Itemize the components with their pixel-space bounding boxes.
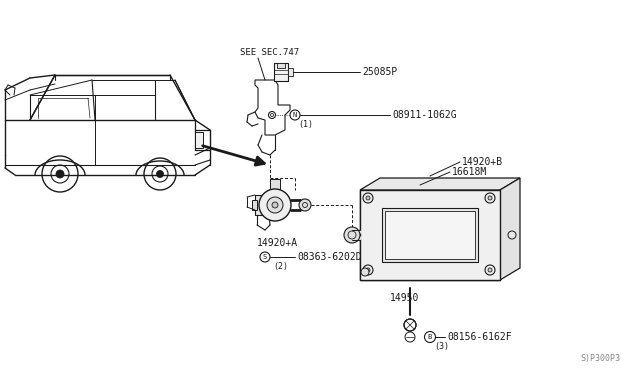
Bar <box>274 63 288 81</box>
Text: 14920+A: 14920+A <box>257 238 298 248</box>
Circle shape <box>361 268 369 276</box>
Text: 14920+B: 14920+B <box>462 157 503 167</box>
Circle shape <box>366 196 370 200</box>
Text: (1): (1) <box>298 119 313 128</box>
Text: N: N <box>293 112 297 118</box>
Bar <box>382 208 478 262</box>
Text: 08363-6202D: 08363-6202D <box>297 252 362 262</box>
Bar <box>270 179 280 189</box>
Bar <box>360 190 500 280</box>
Circle shape <box>488 268 492 272</box>
Circle shape <box>56 170 64 178</box>
Circle shape <box>157 170 163 177</box>
Bar <box>360 190 500 280</box>
Text: SEE SEC.747: SEE SEC.747 <box>240 48 299 57</box>
Bar <box>277 63 285 68</box>
Circle shape <box>424 331 435 343</box>
Circle shape <box>488 196 492 200</box>
Text: 25085P: 25085P <box>362 67 397 77</box>
Bar <box>195 132 203 148</box>
Bar <box>288 68 293 76</box>
Bar <box>385 211 475 259</box>
Circle shape <box>344 227 360 243</box>
Bar <box>255 195 269 215</box>
Polygon shape <box>360 178 520 190</box>
Text: S)P300P3: S)P300P3 <box>580 353 620 362</box>
Text: S: S <box>263 254 267 260</box>
Circle shape <box>259 189 291 221</box>
Text: 08156-6162F: 08156-6162F <box>447 332 511 342</box>
Circle shape <box>267 197 283 213</box>
Text: (2): (2) <box>273 262 288 270</box>
Bar <box>252 200 257 210</box>
Circle shape <box>290 110 300 120</box>
Circle shape <box>366 268 370 272</box>
Circle shape <box>405 332 415 342</box>
Circle shape <box>299 199 311 211</box>
Polygon shape <box>500 178 520 280</box>
Circle shape <box>272 202 278 208</box>
Text: 16618M: 16618M <box>452 167 487 177</box>
Text: (3): (3) <box>434 341 449 350</box>
Circle shape <box>260 252 270 262</box>
Circle shape <box>508 231 516 239</box>
Text: 14950: 14950 <box>390 293 419 303</box>
Text: 08911-1062G: 08911-1062G <box>392 110 456 120</box>
Circle shape <box>404 319 416 331</box>
Text: B: B <box>428 334 432 340</box>
